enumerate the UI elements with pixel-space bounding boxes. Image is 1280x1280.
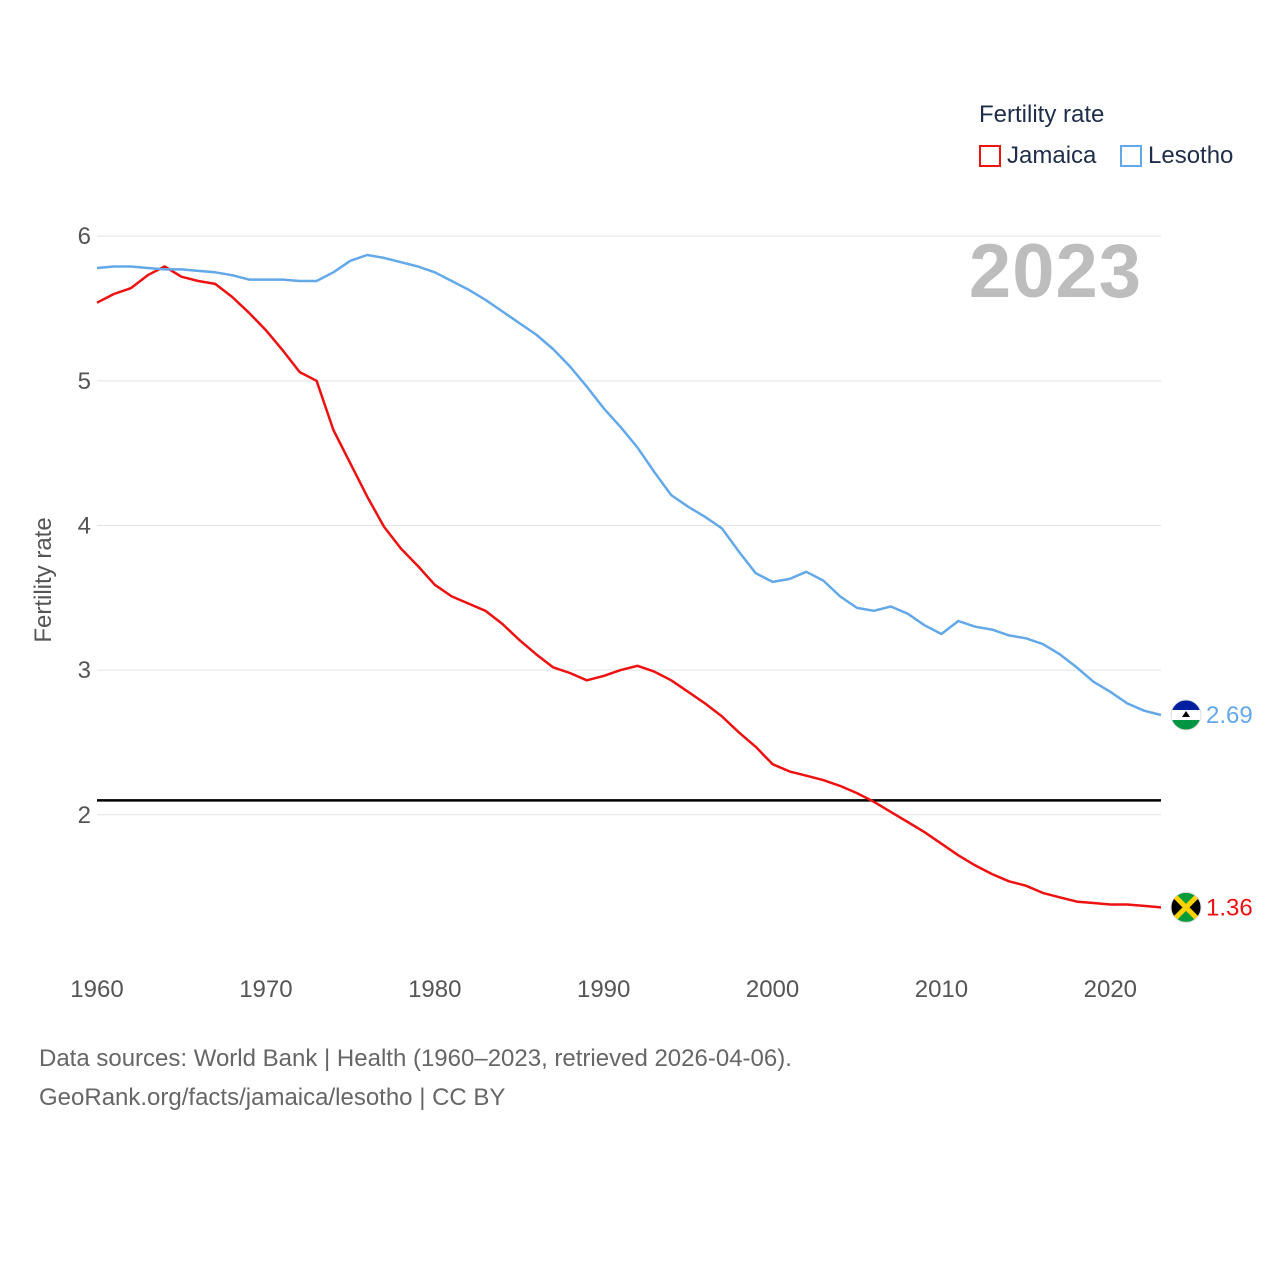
x-tick-label: 1960: [70, 976, 123, 1003]
y-axis-ticks: 2 3 4 5 6: [78, 223, 91, 829]
series-line-jamaica: [96, 265, 1162, 909]
grid-lines: [97, 235, 1161, 816]
y-axis-label: Fertility rate: [30, 517, 57, 642]
x-tick-label: 2010: [915, 976, 968, 1003]
legend-swatch-lesotho: [1120, 145, 1142, 167]
y-tick-label: 2: [78, 802, 91, 829]
series-line-lesotho: [96, 253, 1162, 717]
series-lines: [96, 253, 1162, 909]
flag-icon-lesotho: [1170, 699, 1202, 731]
end-value-label-lesotho: 2.69: [1206, 702, 1253, 729]
x-tick-label: 2020: [1084, 976, 1137, 1003]
x-tick-label: 1990: [577, 976, 630, 1003]
legend-item-lesotho[interactable]: Lesotho: [1120, 142, 1233, 170]
y-tick-label: 4: [78, 512, 91, 539]
legend-label-jamaica: Jamaica: [1007, 142, 1097, 169]
year-watermark: 2023: [968, 229, 1142, 314]
legend-title: Fertility rate: [979, 101, 1105, 128]
legend-swatch-jamaica: [979, 145, 1001, 167]
x-tick-label: 2000: [746, 976, 799, 1003]
x-axis-ticks: 1960 1970 1980 1990 2000 2010 2020: [70, 976, 1137, 1003]
x-tick-label: 1980: [408, 976, 461, 1003]
y-tick-label: 5: [78, 368, 91, 395]
end-markers: 1.36 2.69: [1170, 699, 1253, 923]
legend-label-lesotho: Lesotho: [1148, 142, 1234, 169]
end-value-label-jamaica: 1.36: [1206, 894, 1253, 921]
legend-item-jamaica[interactable]: Jamaica: [979, 142, 1096, 170]
footer-link[interactable]: GeoRank.org/facts/jamaica/lesotho | CC B…: [39, 1084, 506, 1111]
y-tick-label: 6: [78, 223, 91, 250]
flag-icon-jamaica: [1170, 891, 1202, 923]
x-tick-label: 1970: [239, 976, 292, 1003]
y-tick-label: 3: [78, 657, 91, 684]
footer-sources: Data sources: World Bank | Health (1960–…: [39, 1045, 792, 1072]
